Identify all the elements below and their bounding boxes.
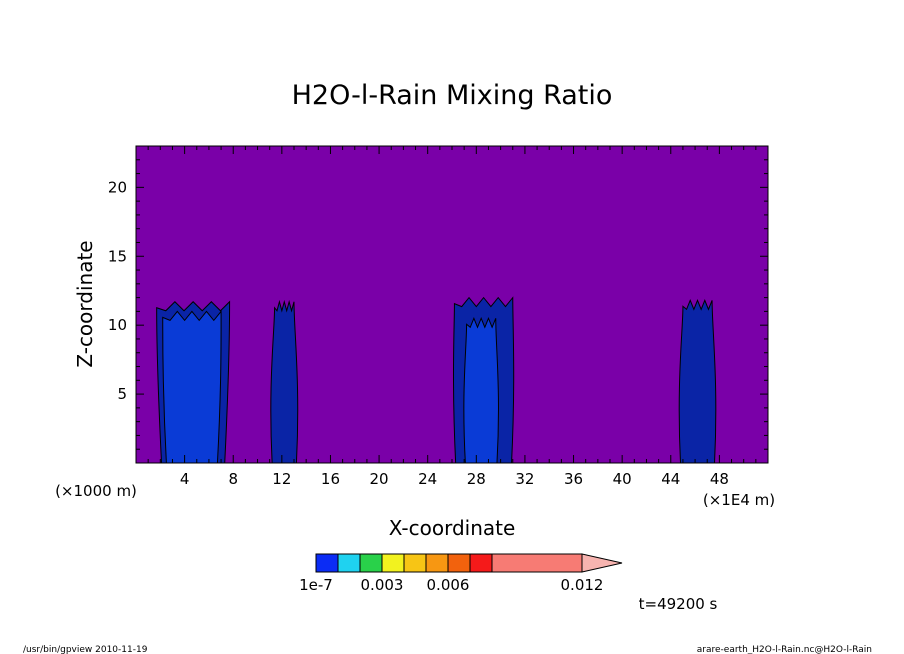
colorbar-label: 0.012 [561, 576, 604, 594]
x-unit-right: (×1E4 m) [703, 491, 775, 509]
x-tick-label: 12 [272, 470, 291, 488]
x-tick-label: 44 [661, 470, 680, 488]
y-tick-label: 15 [108, 247, 127, 265]
y-tick-label: 20 [108, 178, 127, 196]
chart-title: H2O-l-Rain Mixing Ratio [292, 80, 613, 111]
rain-region-2 [162, 309, 222, 464]
x-tick-label: 40 [613, 470, 632, 488]
x-unit-left: (×1000 m) [55, 482, 137, 500]
colorbar-arrow [581, 553, 623, 573]
y-axis-title: Z-coordinate [73, 240, 97, 367]
colorbar-swatch [403, 553, 427, 573]
x-tick-label: 20 [370, 470, 389, 488]
rain-region-3 [270, 299, 299, 464]
colorbar-swatch [425, 553, 449, 573]
colorbar-label: 1e-7 [299, 576, 333, 594]
footer-right: arare-earth_H2O-l-Rain.nc@H2O-l-Rain [697, 645, 872, 654]
rain-region-5 [463, 316, 499, 464]
colorbar: 1e-7 0.003 0.006 0.012 [299, 553, 623, 594]
x-tick-label: 32 [515, 470, 534, 488]
x-tick-label: 36 [564, 470, 583, 488]
colorbar-swatch [315, 553, 339, 573]
x-tick-label: 24 [418, 470, 437, 488]
x-tick-label: 48 [710, 470, 729, 488]
x-axis-title: X-coordinate [389, 516, 516, 540]
colorbar-swatch [469, 553, 493, 573]
x-tick-label: 4 [180, 470, 190, 488]
x-tick-label: 16 [321, 470, 340, 488]
rain-region-6 [678, 299, 717, 464]
colorbar-label: 0.003 [361, 576, 404, 594]
colorbar-swatch [359, 553, 383, 573]
colorbar-swatch [447, 553, 471, 573]
y-tick-label: 5 [117, 385, 127, 403]
x-tick-label: 28 [467, 470, 486, 488]
colorbar-label: 0.006 [427, 576, 470, 594]
colorbar-swatch [491, 553, 583, 573]
colorbar-swatch [381, 553, 405, 573]
plot-background [136, 146, 768, 463]
y-tick-label: 10 [108, 316, 127, 334]
footer-left: /usr/bin/gpview 2010-11-19 [23, 645, 148, 654]
colorbar-swatch [337, 553, 361, 573]
x-tick-label: 8 [228, 470, 238, 488]
time-label: t=49200 s [639, 595, 718, 613]
rain-regions [156, 296, 717, 464]
